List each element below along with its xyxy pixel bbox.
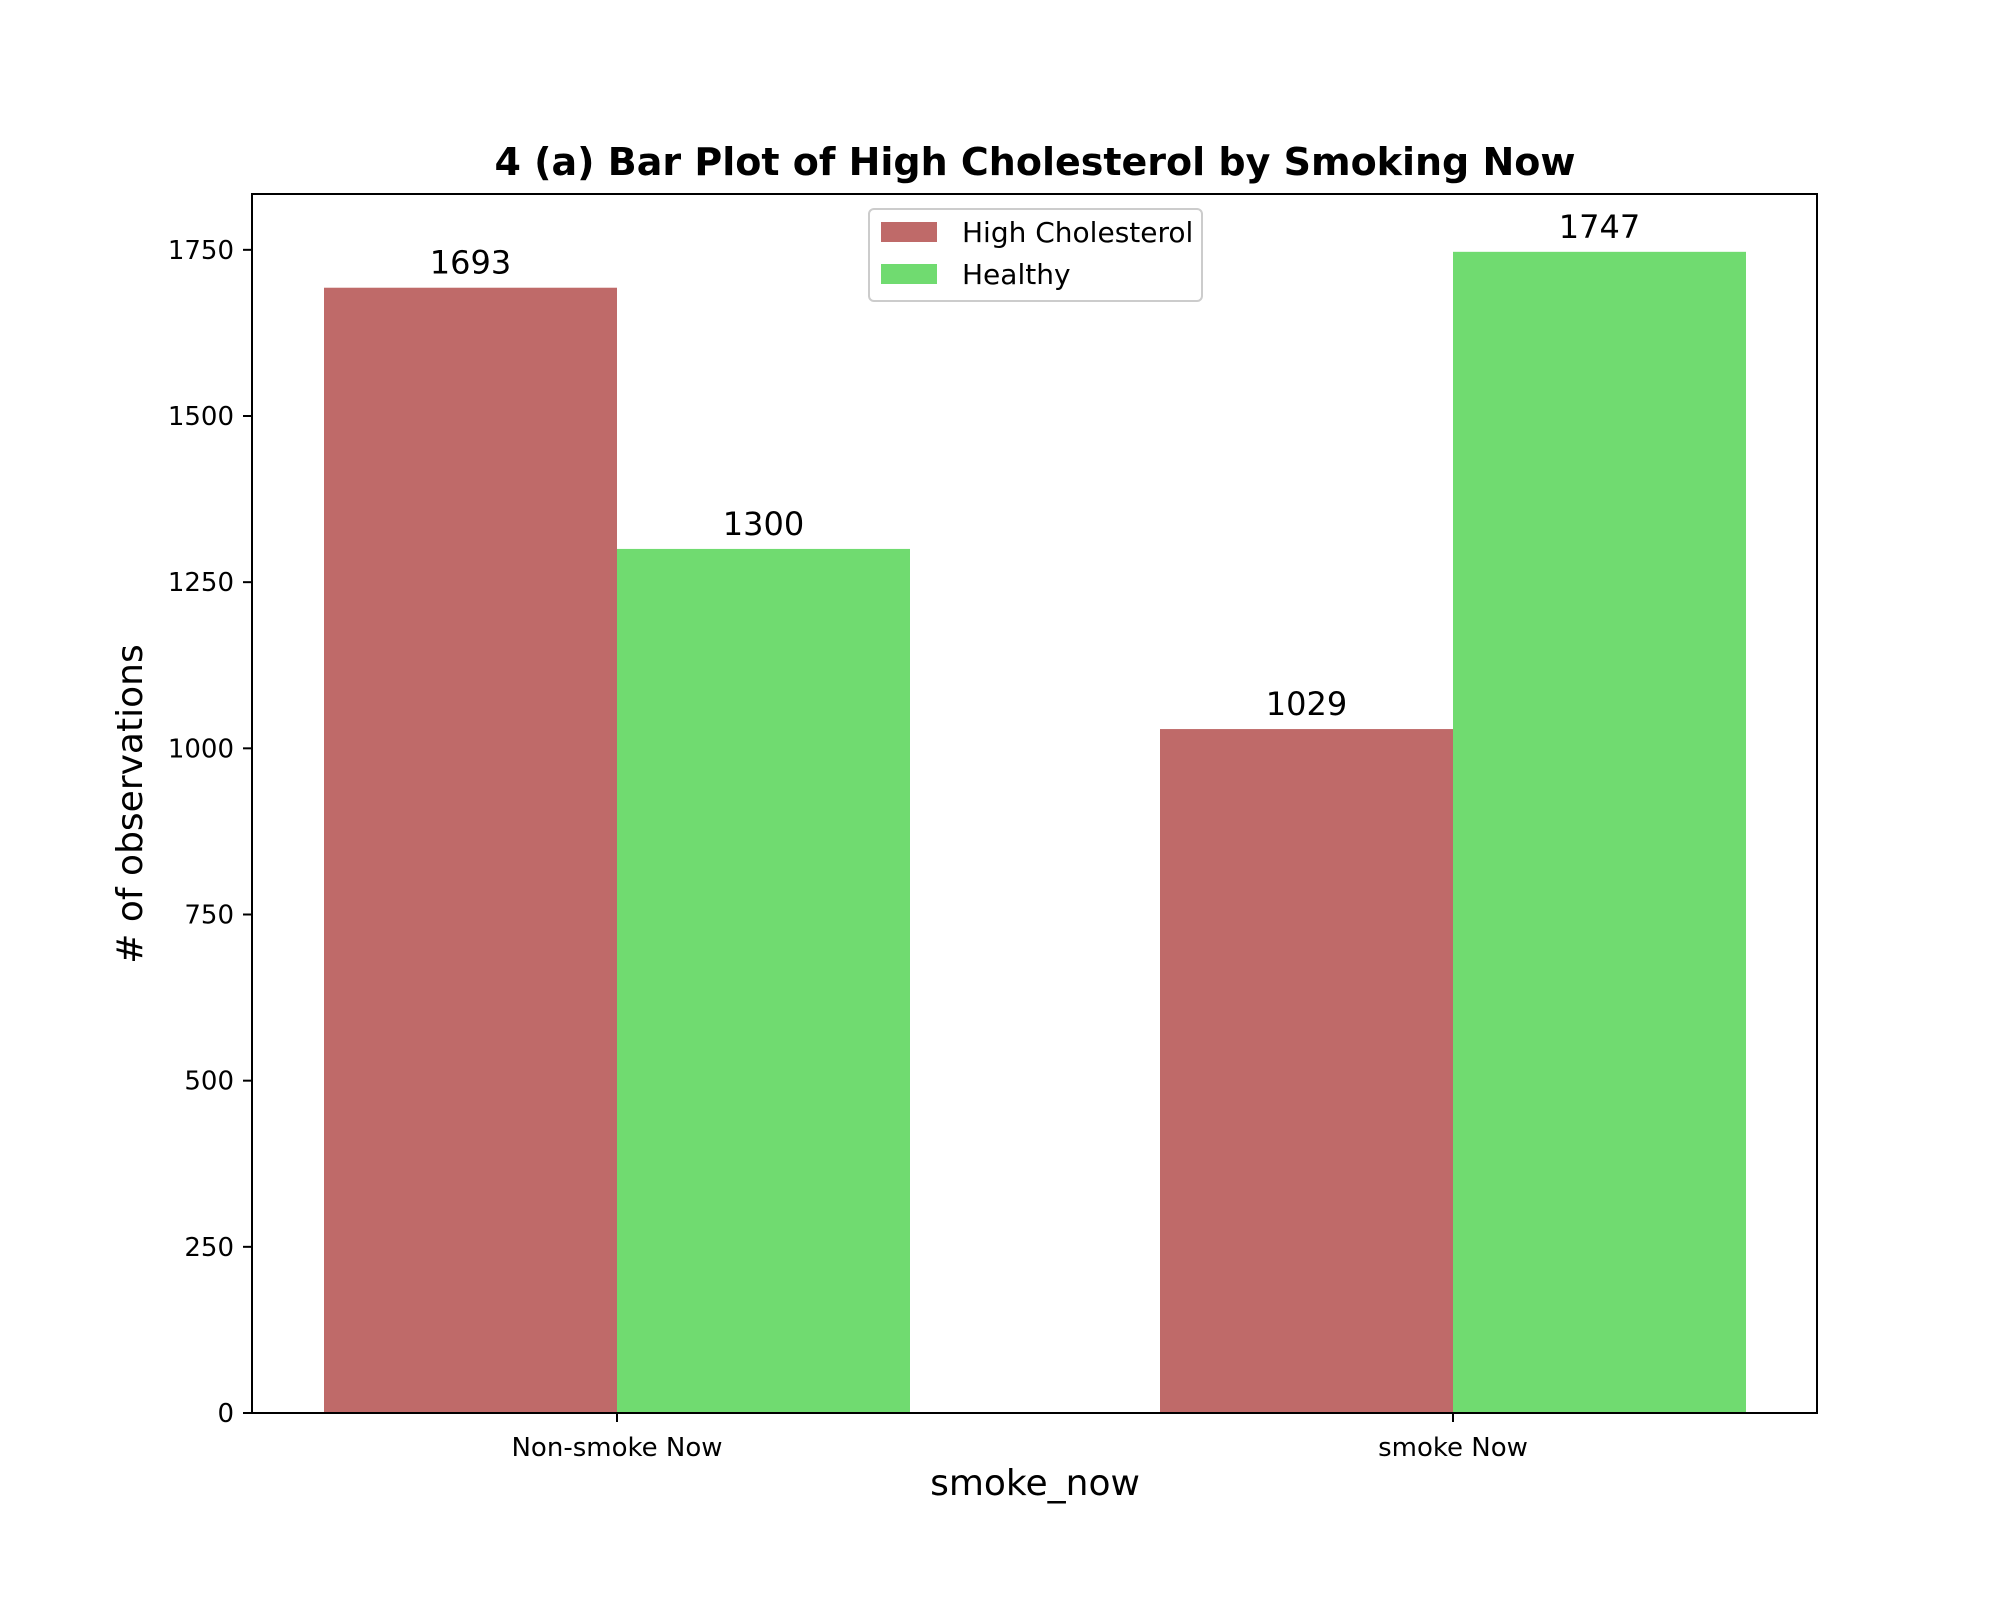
x-axis-label: smoke_now (930, 1463, 1140, 1504)
legend-swatch-high-cholesterol (881, 222, 937, 242)
y-tick-label: 500 (184, 1067, 234, 1097)
bar-high-cholesterol-1 (1160, 729, 1453, 1413)
x-tick-label: Non-smoke Now (511, 1433, 722, 1463)
chart-title: 4 (a) Bar Plot of High Cholesterol by Sm… (495, 140, 1576, 184)
y-tick-label: 1000 (168, 734, 234, 764)
plot-area: 1693 1029 1300 1747 0 250 500 750 1000 1250 1500 17… (168, 193, 1818, 1463)
legend-label: High Cholesterol (962, 216, 1193, 249)
bar-high-cholesterol-0 (324, 287, 617, 1413)
y-axis-label: # of observations (110, 644, 151, 963)
y-tick-label: 1250 (168, 568, 234, 598)
bar-data-label: 1029 (1266, 685, 1347, 723)
bar-data-label: 1747 (1559, 208, 1640, 246)
y-tick-label: 0 (217, 1399, 234, 1429)
y-tick-label: 1500 (168, 402, 234, 432)
bar-data-label: 1300 (723, 505, 804, 543)
legend-swatch-healthy (881, 264, 937, 284)
bar-healthy-0 (617, 548, 910, 1413)
legend: High Cholesterol Healthy (868, 208, 1203, 302)
legend-label: Healthy (962, 258, 1071, 291)
bar-data-label: 1693 (430, 244, 511, 282)
bar-healthy-1 (1453, 251, 1746, 1414)
y-tick-label: 750 (184, 900, 234, 930)
plot-frame (251, 193, 1818, 1414)
x-tick-label: smoke Now (1378, 1433, 1528, 1463)
y-tick-label: 1750 (168, 236, 234, 266)
y-tick-label: 250 (184, 1233, 234, 1263)
legend-box (868, 208, 1203, 302)
